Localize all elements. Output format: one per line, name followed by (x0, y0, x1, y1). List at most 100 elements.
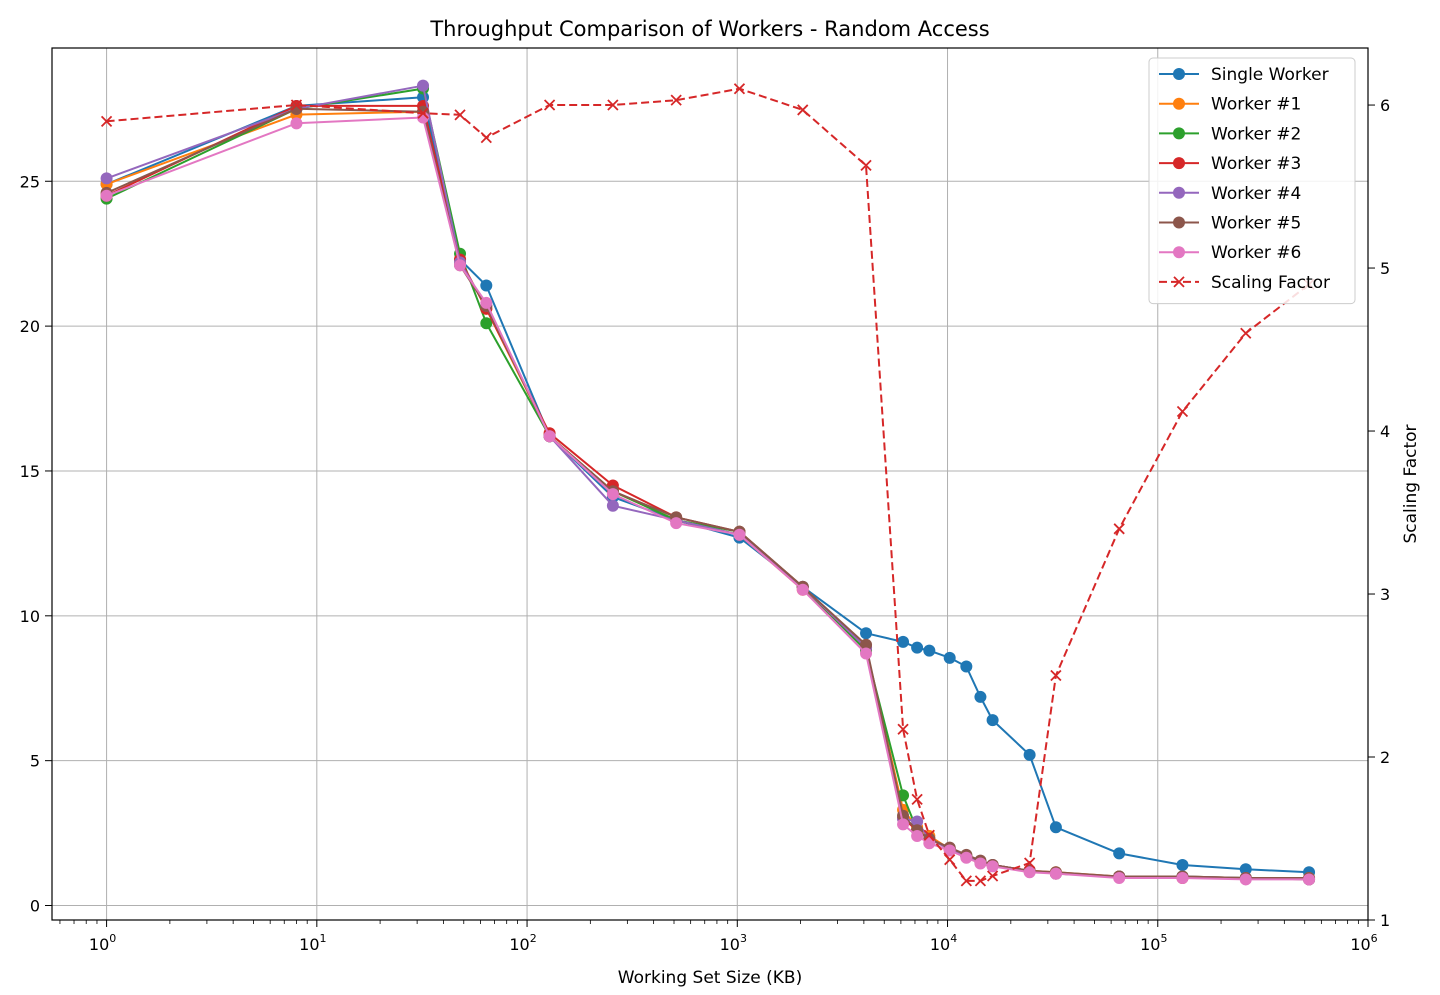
data-point (100, 189, 113, 202)
y2-tick-label: 1 (1380, 911, 1390, 930)
data-point (1023, 748, 1036, 761)
data-point (897, 723, 909, 735)
data-point (1049, 867, 1062, 880)
y2-tick-label: 6 (1380, 96, 1390, 115)
data-point (480, 296, 493, 309)
data-point (944, 854, 956, 866)
data-point (670, 517, 683, 530)
y2-tick-label: 4 (1380, 422, 1390, 441)
y2-tick-label: 2 (1380, 748, 1390, 767)
legend-marker (1173, 127, 1185, 140)
data-point (860, 647, 873, 660)
axes: 100 101 102 103 104 105 106 0 5 10 15 20 25 1 2 3 4 5 6 (20, 96, 1391, 954)
legend-label: Worker #6 (1211, 243, 1301, 263)
legend-marker (1173, 68, 1185, 80)
data-point (417, 111, 430, 124)
data-point (1303, 873, 1316, 886)
data-point (1239, 873, 1252, 886)
data-point (911, 793, 923, 806)
legend-label: Worker #2 (1211, 124, 1301, 144)
data-point (480, 317, 493, 330)
data-point (1113, 847, 1126, 860)
series-layer (100, 79, 1316, 887)
grid (52, 48, 1368, 920)
legend-label: Single Worker (1211, 65, 1329, 85)
legend-label: Worker #4 (1211, 184, 1301, 204)
data-point (1049, 821, 1062, 834)
data-point (733, 528, 746, 541)
data-point (796, 583, 809, 596)
legend-marker (1173, 97, 1185, 110)
data-point (1176, 405, 1189, 418)
y-tick-label: 5 (30, 752, 40, 771)
data-point (860, 627, 873, 640)
data-point (1240, 327, 1252, 339)
x-tick-label: 105 (1140, 932, 1167, 954)
data-point (1023, 857, 1036, 869)
legend-item: Worker #6 (1159, 243, 1301, 263)
data-point (986, 714, 999, 727)
data-point (670, 94, 682, 106)
data-point (454, 259, 467, 272)
data-point (733, 83, 746, 95)
data-point (960, 851, 973, 864)
data-point (974, 690, 987, 703)
data-point (986, 870, 999, 882)
legend: Single Worker Worker #1 Worker #2 Worker #3… (1148, 57, 1356, 305)
data-point (1113, 871, 1126, 884)
data-point (923, 644, 936, 657)
plot-frame (51, 47, 1369, 921)
legend-marker (1173, 157, 1185, 170)
legend-item: Worker #5 (1159, 214, 1301, 234)
legend-item: Worker #1 (1159, 95, 1301, 115)
data-point (1239, 863, 1252, 876)
y-tick-label: 10 (20, 607, 40, 626)
data-point (606, 499, 619, 512)
y-tick-label: 15 (20, 462, 40, 481)
data-point (1176, 858, 1189, 871)
legend-box (1148, 57, 1356, 305)
data-point (923, 829, 935, 841)
legend-label: Scaling Factor (1211, 273, 1330, 293)
x-tick-label: 100 (89, 932, 116, 954)
series-worker-6 (100, 111, 1316, 886)
chart-title: Throughput Comparison of Workers - Rando… (429, 17, 989, 41)
data-point (943, 844, 956, 857)
data-point (606, 488, 619, 501)
data-point (974, 857, 987, 870)
data-point (1176, 871, 1189, 884)
data-point (543, 430, 556, 443)
data-point (960, 875, 972, 887)
y-tick-label: 0 (30, 897, 40, 916)
legend-marker (1173, 216, 1185, 229)
data-point (960, 660, 973, 673)
data-point (290, 99, 303, 111)
data-point (911, 641, 924, 654)
data-point (974, 875, 987, 887)
data-point (1050, 669, 1062, 682)
data-point (454, 109, 466, 121)
data-point (480, 279, 493, 292)
data-point (911, 829, 924, 842)
x-tick-label: 103 (720, 932, 747, 954)
x-tick-label: 104 (930, 932, 957, 954)
data-point (860, 638, 873, 651)
legend-item: Worker #4 (1159, 184, 1301, 204)
legend-marker (1173, 246, 1185, 259)
data-point (100, 172, 113, 185)
series-line (106, 96, 1310, 874)
data-point (607, 99, 619, 111)
data-point (417, 79, 430, 92)
legend-label: Worker #3 (1211, 154, 1301, 174)
legend-marker (1173, 186, 1185, 199)
data-point (1113, 523, 1125, 535)
series-scaling-factor (100, 83, 1315, 887)
y-tick-label: 20 (20, 317, 40, 336)
legend-item: Worker #2 (1159, 124, 1301, 144)
y-tick-label: 25 (20, 172, 40, 191)
series-line (106, 116, 1309, 881)
data-point (417, 107, 429, 119)
data-point (797, 104, 809, 116)
data-point (290, 117, 303, 130)
